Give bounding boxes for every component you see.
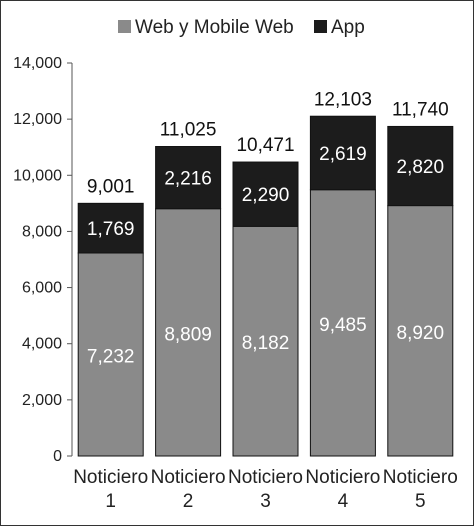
x-tick-label-number: 3 [260,491,271,512]
legend-item-app-label: App [331,17,365,38]
data-label-app: 1,769 [87,219,135,240]
data-label-web: 9,485 [319,315,367,336]
x-tick-label-number: 4 [338,491,349,512]
y-tick-label: 6,000 [22,280,62,297]
bar-segment-app [155,146,222,210]
x-tick-label-number: 2 [183,491,194,512]
y-tick-label: 12,000 [13,111,62,128]
total-label: 11,740 [392,99,449,120]
data-label-web: 7,232 [87,346,135,367]
bar-segment-app [77,202,144,254]
data-label-web: 8,182 [242,333,290,354]
data-label-web: 8,920 [397,323,445,344]
total-label: 12,103 [314,89,372,110]
bar-segment-app [387,125,454,207]
bar-segment-app [309,115,376,191]
x-tick-label: Noticiero [73,467,148,488]
bar-segment-web [232,225,299,457]
legend-item-app-swatch [314,20,327,33]
x-tick-label-number: 1 [105,491,116,512]
y-tick-label: 4,000 [22,336,62,353]
y-tick-label: 8,000 [22,223,62,240]
data-label-app: 2,820 [397,157,445,178]
total-label: 10,471 [236,135,294,156]
y-tick-label: 14,000 [13,55,62,72]
data-label-app: 2,216 [164,169,212,190]
y-tick-label: 2,000 [22,392,62,409]
bar-segment-web [387,205,454,457]
x-tick-label: Noticiero [151,467,226,488]
data-label-app: 2,619 [319,144,367,165]
x-tick-label: Noticiero [383,467,458,488]
y-tick-label: 0 [53,448,62,465]
x-tick-label: Noticiero [228,467,303,488]
legend-item-web-swatch [118,20,131,33]
data-label-web: 8,809 [164,324,212,345]
bar-segment-web [77,252,144,457]
data-label-app: 2,290 [242,185,290,206]
total-label: 9,001 [87,176,135,197]
y-tick-label: 10,000 [13,167,62,184]
x-tick-label: Noticiero [305,467,380,488]
x-tick-label-number: 5 [415,491,426,512]
legend-item-web-label: Web y Mobile Web [135,17,294,38]
bar-segment-app [232,161,299,227]
bar-segment-web [155,208,222,457]
total-label: 11,025 [160,120,217,141]
